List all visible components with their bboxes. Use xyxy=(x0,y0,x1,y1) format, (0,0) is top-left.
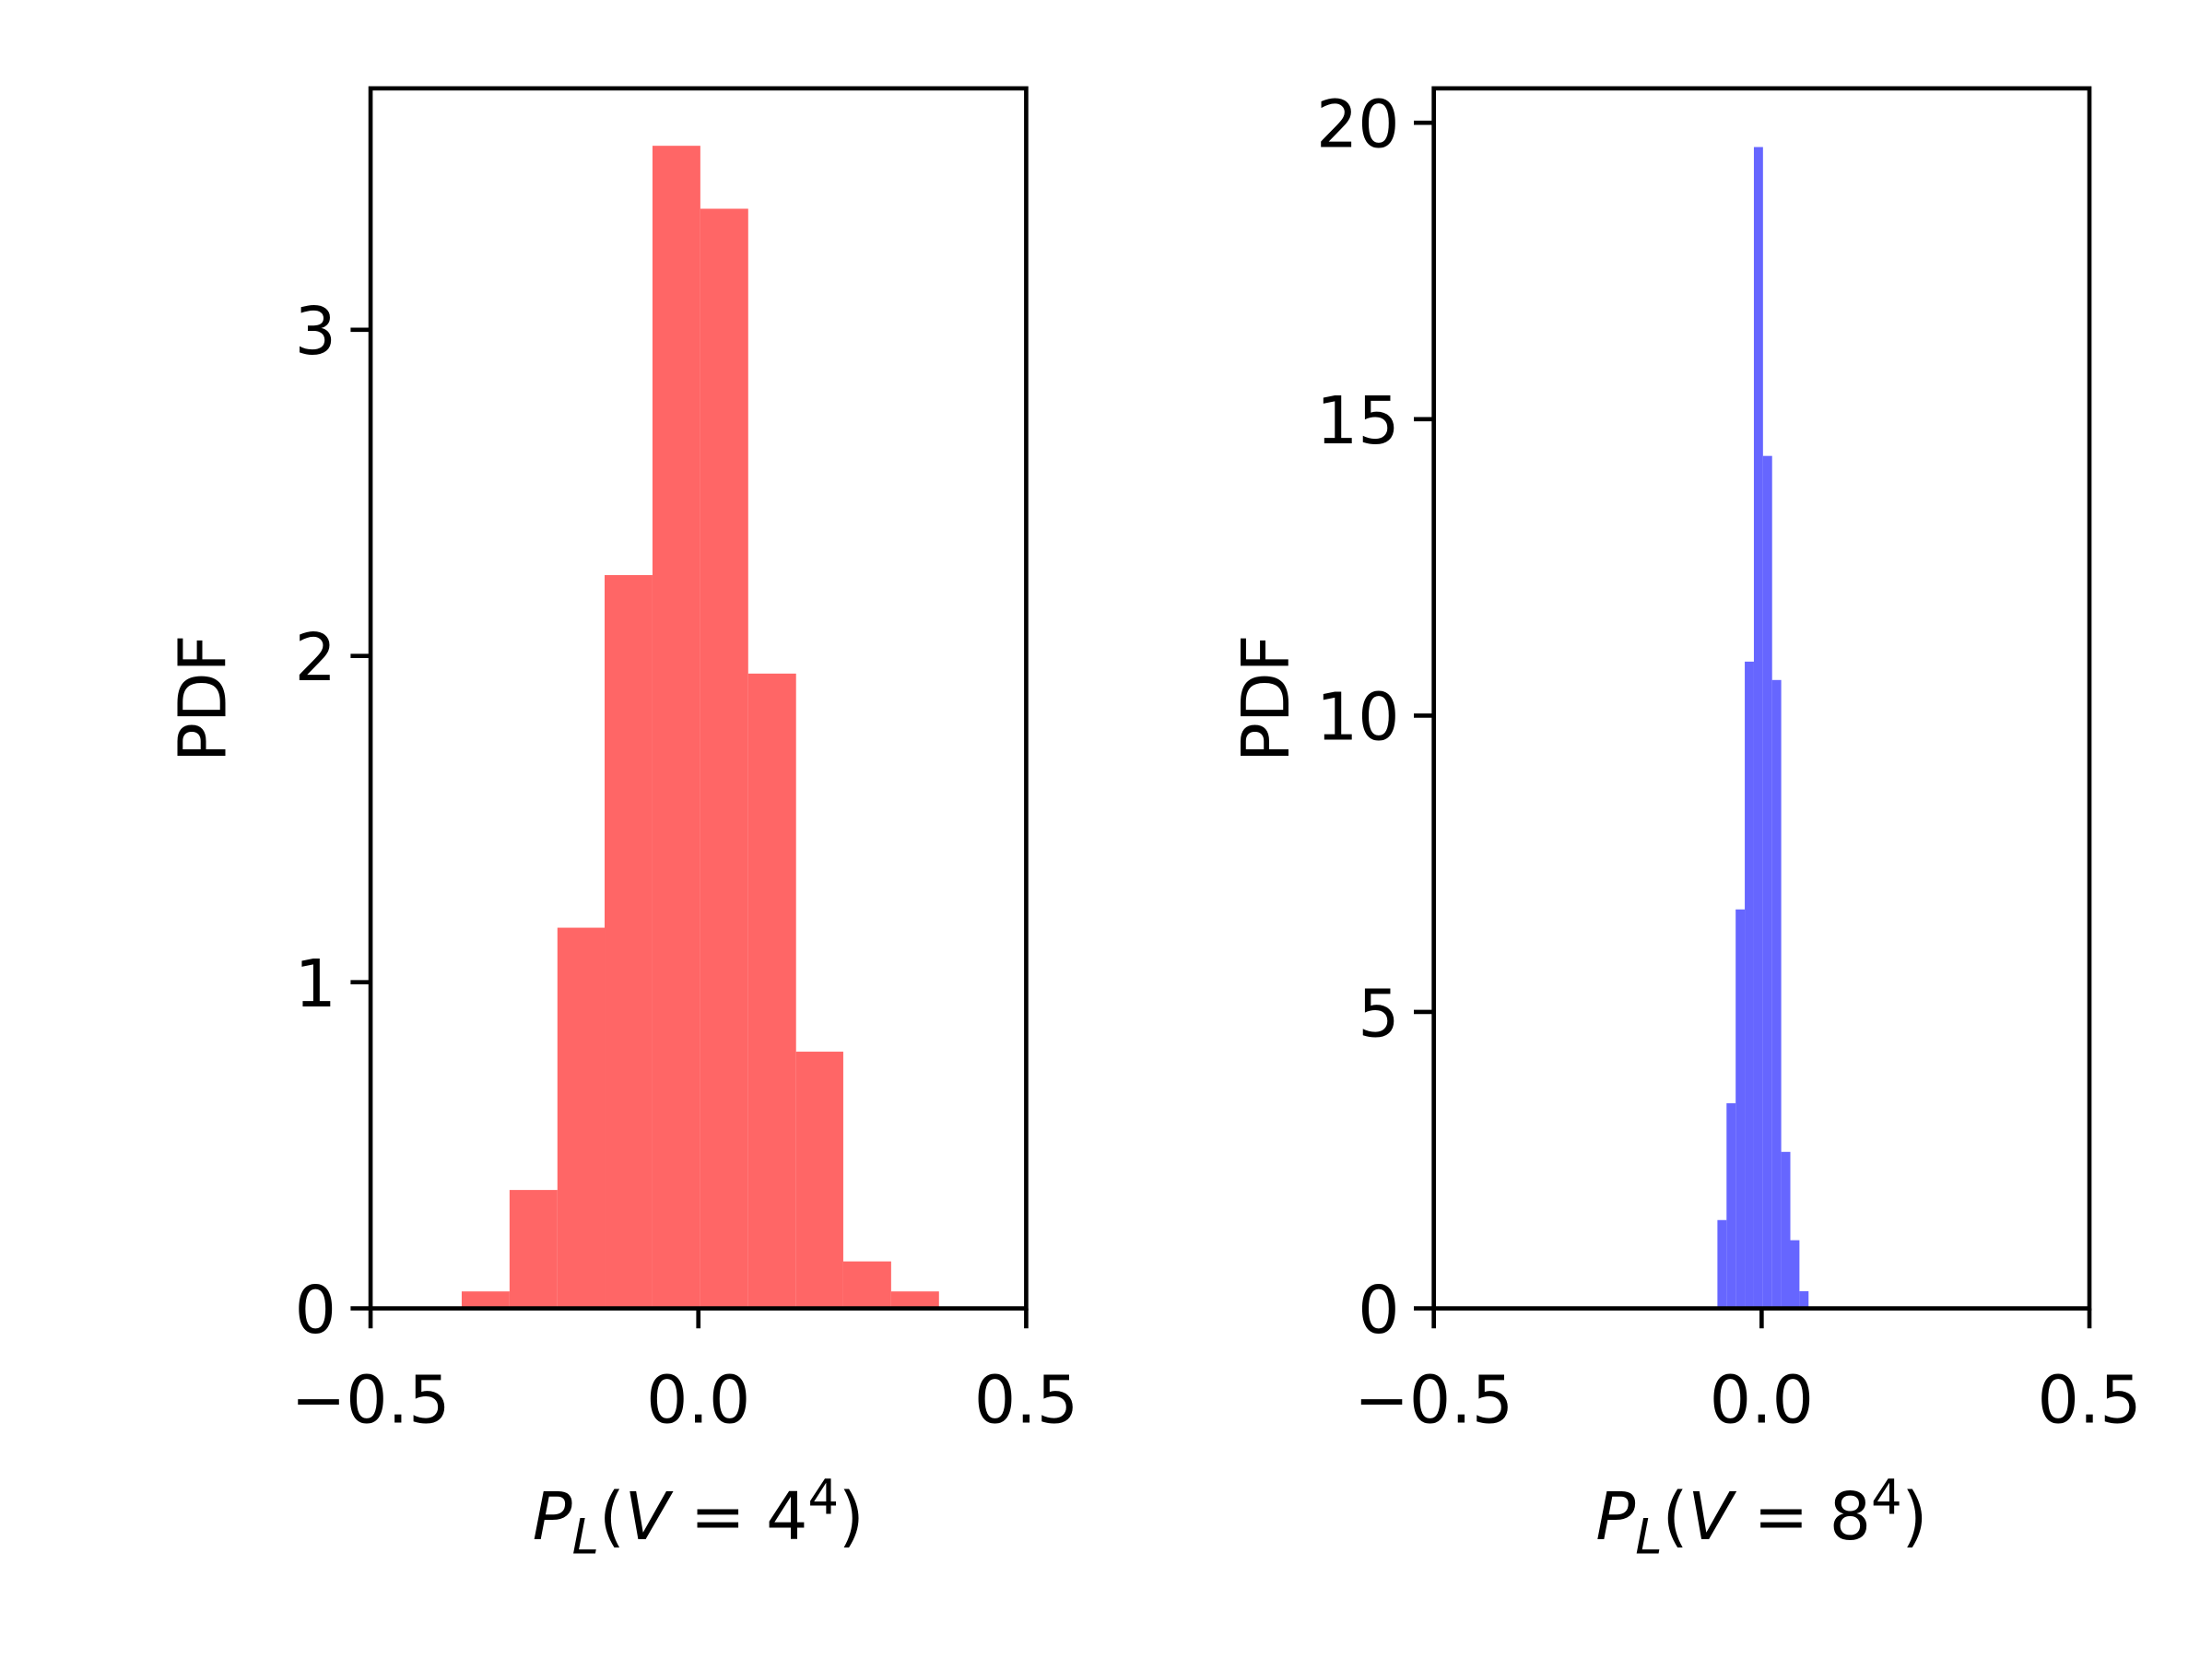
bar xyxy=(652,146,700,1309)
bar xyxy=(1790,1240,1800,1309)
x-axis-label: PL​(V = 84​) xyxy=(1595,1469,1927,1565)
y-tick-label: 2 xyxy=(295,619,336,696)
bar xyxy=(1799,1290,1809,1309)
x-tick-label: −0.5 xyxy=(1354,1361,1513,1438)
bar xyxy=(557,927,606,1309)
y-tick-label: 20 xyxy=(1316,86,1400,162)
bar xyxy=(1771,679,1782,1309)
y-tick-label: 3 xyxy=(295,293,336,370)
bar xyxy=(1726,1103,1736,1309)
bar xyxy=(747,673,796,1309)
y-axis-label: PDF xyxy=(1228,634,1304,762)
bar xyxy=(700,208,748,1309)
bar xyxy=(890,1291,939,1309)
y-axis-label: PDF xyxy=(164,634,241,762)
bar xyxy=(1735,909,1746,1309)
y-tick-label: 0 xyxy=(295,1272,336,1348)
y-tick-label: 1 xyxy=(295,946,336,1022)
bar xyxy=(605,574,653,1309)
bar xyxy=(1762,455,1772,1309)
bar xyxy=(1745,661,1754,1309)
bar xyxy=(1717,1219,1727,1309)
y-tick-label: 5 xyxy=(1358,975,1399,1052)
bar xyxy=(1781,1151,1791,1309)
x-axis-label: PL​(V = 44​) xyxy=(533,1469,865,1565)
x-tick-label: 0.5 xyxy=(974,1361,1078,1438)
bar xyxy=(842,1261,891,1309)
y-tick-label: 0 xyxy=(1358,1272,1399,1348)
bar xyxy=(1753,147,1763,1309)
y-tick-label: 10 xyxy=(1316,679,1400,756)
x-tick-label: −0.5 xyxy=(291,1361,451,1438)
x-tick-label: 0.0 xyxy=(1710,1361,1814,1438)
bar xyxy=(509,1190,558,1309)
x-tick-label: 0.5 xyxy=(2037,1361,2141,1438)
x-tick-label: 0.0 xyxy=(646,1361,750,1438)
bar xyxy=(461,1291,510,1309)
bar xyxy=(795,1052,843,1309)
y-tick-label: 15 xyxy=(1316,382,1400,459)
